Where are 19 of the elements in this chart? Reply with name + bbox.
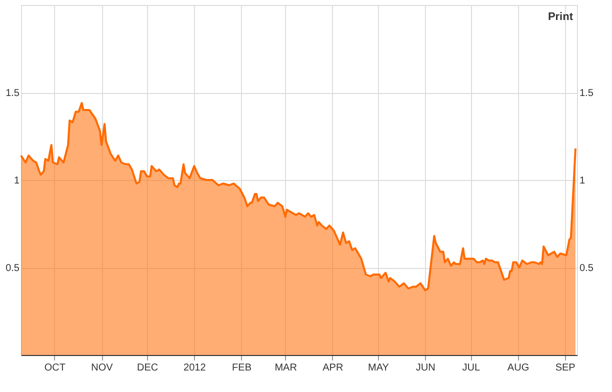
y2-tick-label: 0.5 <box>580 263 594 274</box>
x-tick-label: OCT <box>44 362 66 374</box>
x-tick-label: MAR <box>274 362 297 374</box>
x-tick-label: JUN <box>416 362 436 374</box>
x-tick-label: APR <box>322 362 344 374</box>
x-tick-label: NOV <box>91 362 114 374</box>
x-tick-label: SEP <box>555 362 576 374</box>
x-tick-label: AUG <box>507 362 530 374</box>
y2-tick-label: 1.5 <box>580 88 594 99</box>
x-tick-label: JUL <box>462 362 480 374</box>
x-tick-label: MAY <box>368 362 390 374</box>
y-tick-label: 1 <box>14 176 20 186</box>
y-tick-label: 0.5 <box>6 263 20 274</box>
y-tick-label: 1.5 <box>6 88 20 99</box>
y2-tick-label: 1 <box>580 176 586 186</box>
x-tick-label: 2012 <box>184 362 206 374</box>
x-tick-label: FEB <box>232 362 252 374</box>
x-tick-label: DEC <box>137 362 158 374</box>
annotation: Print <box>548 11 574 23</box>
